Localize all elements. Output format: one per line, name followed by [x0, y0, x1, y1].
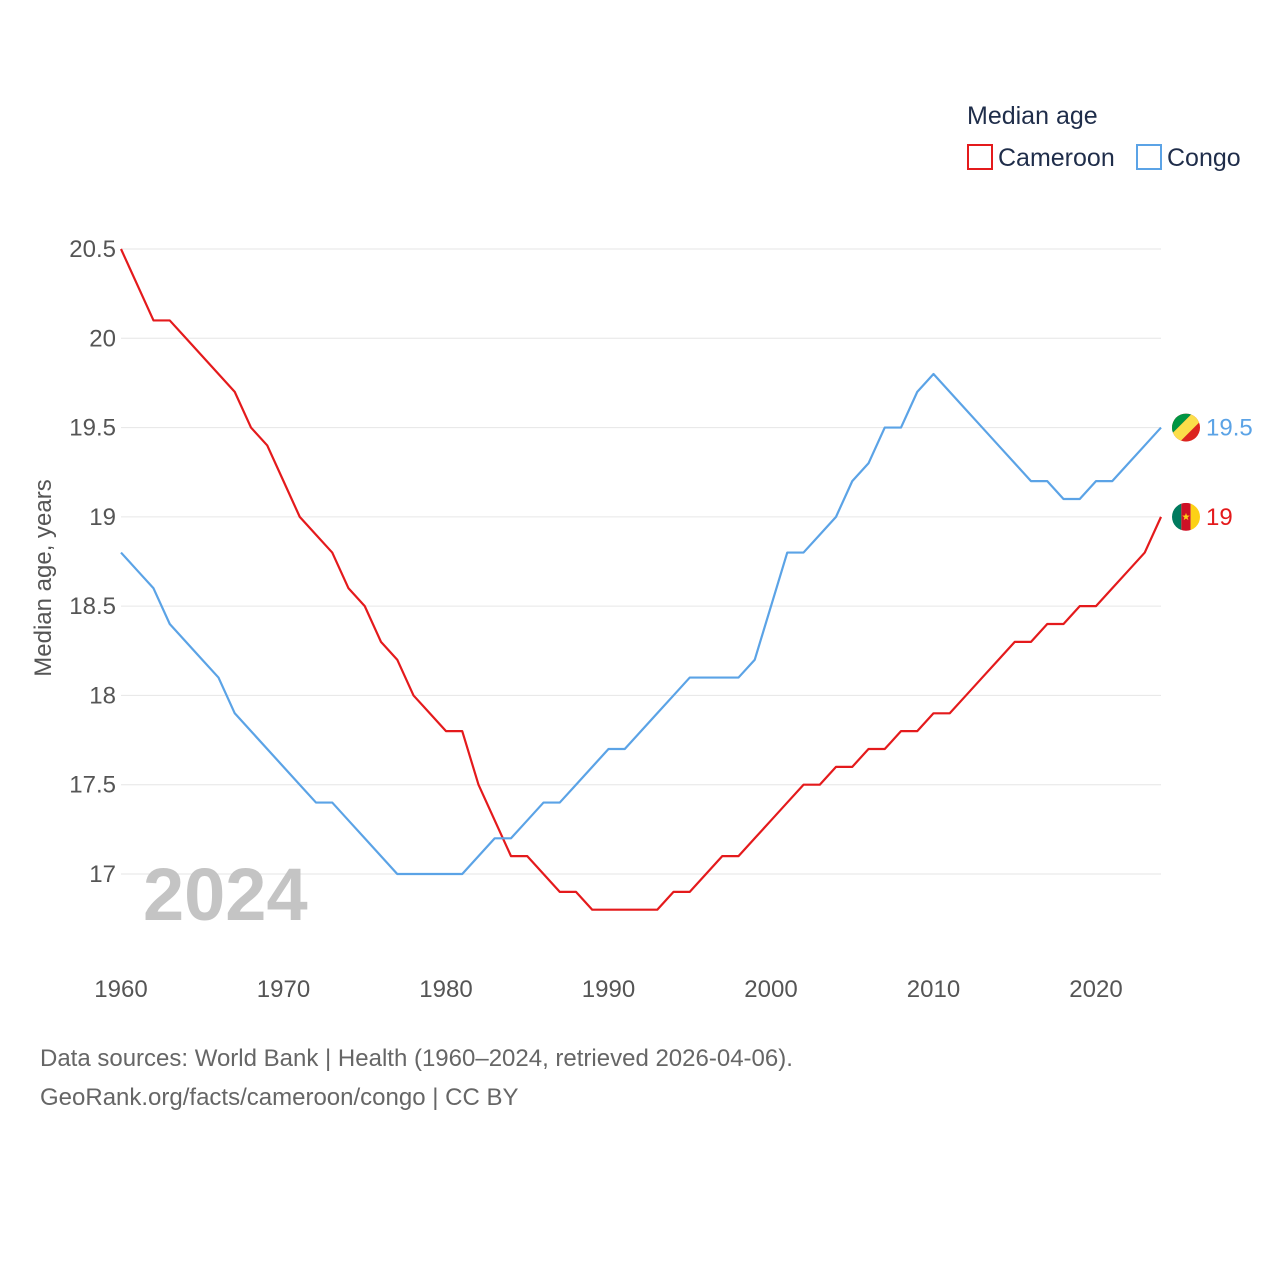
data-source-note: Data sources: World Bank | Health (1960–… [40, 1045, 793, 1072]
cameroon-flag-icon [1172, 502, 1200, 531]
y-tick-label: 20.5 [69, 236, 116, 263]
series-lines [119, 248, 1163, 911]
series-line-congo[interactable] [120, 372, 1162, 876]
legend-label-cameroon: Cameroon [998, 144, 1115, 172]
x-tick-label: 2010 [907, 976, 960, 1003]
y-tick-label: 18.5 [69, 593, 116, 620]
x-tick-label: 2020 [1069, 976, 1122, 1003]
year-label: 2024 [143, 853, 308, 936]
x-tick-label: 1980 [419, 976, 472, 1003]
grid-lines [121, 248, 1161, 875]
y-tick-label: 17.5 [69, 772, 116, 799]
series-end-markers: 19 19.5 [1172, 413, 1253, 531]
legend-title: Median age [967, 102, 1098, 130]
congo-flag-icon [1172, 413, 1200, 442]
legend-swatch-congo [1136, 144, 1162, 170]
legend: Median age Cameroon Congo [967, 102, 1241, 172]
x-tick-label: 1970 [257, 976, 310, 1003]
x-tick-label: 2000 [744, 976, 797, 1003]
end-value-label-congo: 19.5 [1206, 415, 1253, 442]
legend-swatch-cameroon [967, 144, 993, 170]
y-tick-label: 17 [89, 861, 116, 888]
credit-link[interactable]: GeoRank.org/facts/cameroon/congo | CC BY [40, 1084, 519, 1111]
y-tick-label: 19.5 [69, 415, 116, 442]
y-axis-title: Median age, years [30, 479, 57, 676]
legend-label-congo: Congo [1167, 144, 1241, 172]
legend-item-congo[interactable]: Congo [1136, 144, 1241, 172]
legend-item-cameroon[interactable]: Cameroon [967, 144, 1115, 172]
end-value-label-cameroon: 19 [1206, 504, 1233, 531]
x-tick-label: 1990 [582, 976, 635, 1003]
y-tick-label: 18 [89, 682, 116, 709]
y-axis-ticks: 17 17.5 18 18.5 19 19.5 20 20.5 [69, 236, 116, 888]
y-tick-label: 19 [89, 504, 116, 531]
series-line-cameroon[interactable] [119, 248, 1163, 911]
x-axis-ticks: 1960 1970 1980 1990 2000 2010 2020 [94, 976, 1122, 1003]
x-tick-label: 1960 [94, 976, 147, 1003]
y-tick-label: 20 [89, 325, 116, 352]
